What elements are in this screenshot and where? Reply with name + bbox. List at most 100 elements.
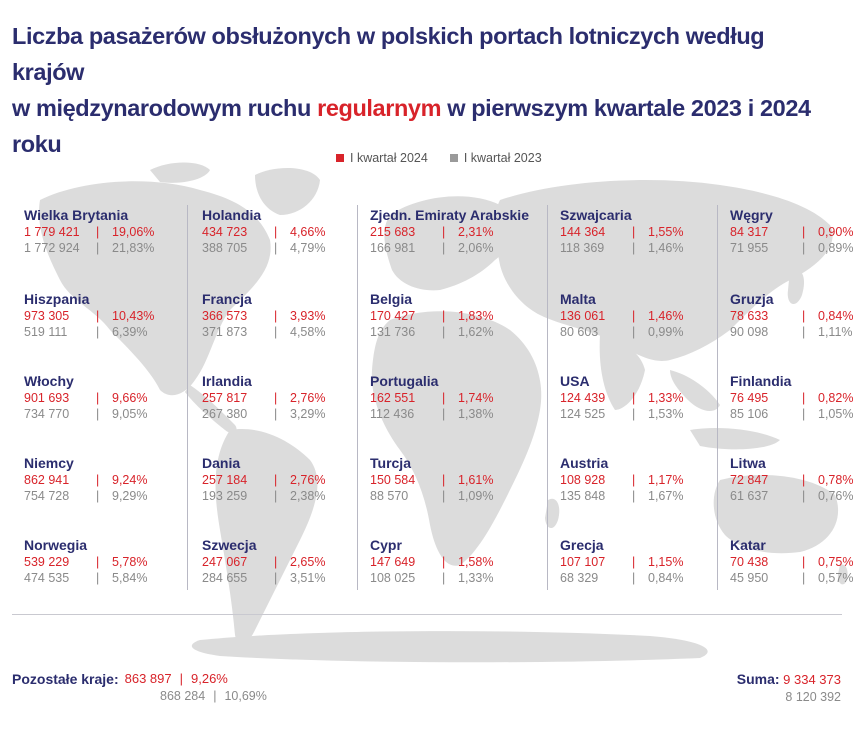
share-2023: 3,29% [290,407,326,421]
country-cell: Portugalia 162 551 | 1,74% 112 436 | 1,38% [370,372,520,422]
country-cell: Norwegia 539 229 | 5,78% 474 535 | 5,84% [24,536,174,586]
share-2024: 0,84% [818,309,853,323]
separator: | [274,309,278,323]
value-2024: 366 573 [202,309,248,323]
country-cell: Katar 70 438 | 0,75% 45 950 | 0,57% [730,536,853,586]
share-2024: 1,46% [648,309,684,323]
country-name: Turcja [370,455,411,471]
value-2023: 61 637 [730,489,769,503]
value-2023: 71 955 [730,241,769,255]
country-cell: Szwecja 247 067 | 2,65% 284 655 | 3,51% [202,536,352,586]
value-2023: 85 106 [730,407,769,421]
country-name: Francja [202,291,252,307]
separator: | [442,241,446,255]
total-label: Suma: [736,671,780,687]
value-2023: 124 525 [560,407,606,421]
country-name: Wielka Brytania [24,207,129,223]
country-cell: Malta 136 061 | 1,46% 80 603 | 0,99% [560,290,710,340]
separator: | [274,407,278,421]
share-2023: 1,09% [458,489,494,503]
country-name: Zjedn. Emiraty Arabskie [370,207,529,223]
value-2023: 45 950 [730,571,769,585]
value-2024: 78 633 [730,309,769,323]
separator: | [632,309,636,323]
value-2024: 257 184 [202,473,248,487]
share-2023: 1,38% [458,407,494,421]
value-2023: 267 380 [202,407,248,421]
separator: | [632,391,636,405]
country-name: Hiszpania [24,291,90,307]
value-2024: 147 649 [370,555,416,569]
separator: | [442,555,446,569]
separator: | [274,489,278,503]
value-2024: 862 941 [24,473,70,487]
column-divider [717,205,718,590]
country-cell: Finlandia 76 495 | 0,82% 85 106 | 1,05% [730,372,853,422]
country-name: Szwajcaria [560,207,632,223]
value-2023: 90 098 [730,325,769,339]
share-2023: 0,99% [648,325,684,339]
value-2024: 150 584 [370,473,416,487]
value-2023: 754 728 [24,489,70,503]
separator: | [96,391,100,405]
share-2024: 9,24% [112,473,148,487]
country-cell: Niemcy 862 941 | 9,24% 754 728 | 9,29% [24,454,174,504]
share-2023: 9,29% [112,489,148,503]
title-line-2-start: w międzynarodowym ruchu [12,95,318,121]
country-name: Austria [560,455,609,471]
country-name: Litwa [730,455,766,471]
country-cell: Zjedn. Emiraty Arabskie 215 683 | 2,31% 166 … [370,206,529,256]
value-2023: 80 603 [560,325,599,339]
country-name: Katar [730,537,766,553]
country-cell: USA 124 439 | 1,33% 124 525 | 1,53% [560,372,710,422]
separator: | [802,555,806,569]
separator: | [632,325,636,339]
share-2023: 1,62% [458,325,494,339]
country-name: Włochy [24,373,74,389]
others-label: Pozostałe kraje: [12,671,119,687]
separator: | [802,309,806,323]
value-2024: 247 067 [202,555,248,569]
value-2023: 734 770 [24,407,70,421]
share-2024: 10,43% [112,309,155,323]
value-2023: 118 369 [560,241,605,255]
separator: | [802,571,806,585]
separator: | [274,241,278,255]
country-cell: Szwajcaria 144 364 | 1,55% 118 369 | 1,46% [560,206,710,256]
share-2024: 2,65% [290,555,326,569]
country-cell: Gruzja 78 633 | 0,84% 90 098 | 1,11% [730,290,853,340]
share-2024: 1,58% [458,555,494,569]
share-2024: 0,90% [818,225,853,239]
column-divider [187,205,188,590]
legend-item-2024: I kwartał 2024 [336,151,428,165]
separator: | [442,309,446,323]
title-line-2-end: w pierwszym kwartale 2023 i 2024 roku [12,95,811,157]
country-cell: Holandia 434 723 | 4,66% 388 705 | 4,79% [202,206,352,256]
share-2023: 1,33% [458,571,494,585]
divider-line [12,614,842,615]
share-2024: 1,15% [648,555,684,569]
share-2024: 5,78% [112,555,148,569]
share-2023: 1,11% [818,325,853,339]
country-name: Dania [202,455,241,471]
value-2023: 112 436 [370,407,415,421]
separator: | [96,407,100,421]
share-2024: 2,31% [458,225,494,239]
value-2023: 135 848 [560,489,606,503]
share-2024: 19,06% [112,225,155,239]
share-2023: 1,05% [818,407,853,421]
value-2024: 1 779 421 [24,225,80,239]
separator: | [96,241,100,255]
country-name: Malta [560,291,596,307]
country-cell: Włochy 901 693 | 9,66% 734 770 | 9,05% [24,372,174,422]
column-divider [357,205,358,590]
separator: | [274,391,278,405]
value-2024: 108 928 [560,473,606,487]
country-cell: Cypr 147 649 | 1,58% 108 025 | 1,33% [370,536,520,586]
title-line-2: w międzynarodowym ruchu regularnym w pie… [12,90,842,162]
separator: | [802,225,806,239]
separator: | [213,689,217,703]
value-2024: 162 551 [370,391,416,405]
share-2023: 1,67% [648,489,684,503]
